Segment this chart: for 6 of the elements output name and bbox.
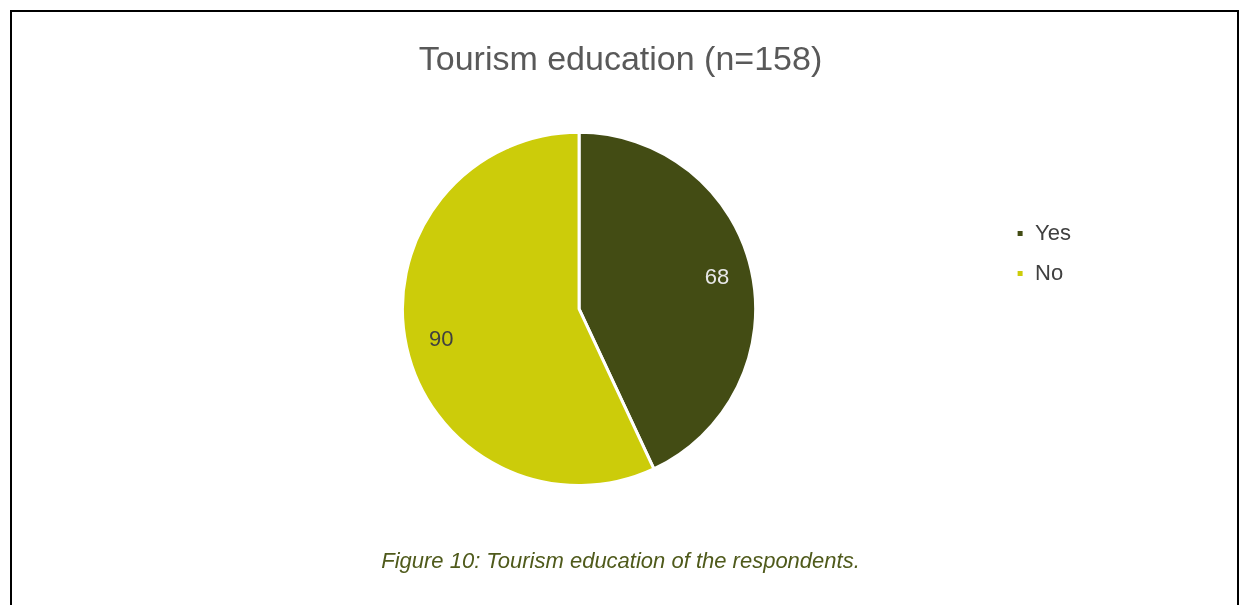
legend-label: No bbox=[1035, 259, 1064, 285]
data-label: 68 bbox=[704, 264, 730, 290]
caption: Figure 10: Tourism education of the respondents. bbox=[380, 548, 861, 574]
data-label: 90 bbox=[428, 325, 454, 351]
chart-title: Tourism education (n=158) bbox=[418, 38, 823, 77]
legend-label: Yes bbox=[1035, 219, 1071, 245]
